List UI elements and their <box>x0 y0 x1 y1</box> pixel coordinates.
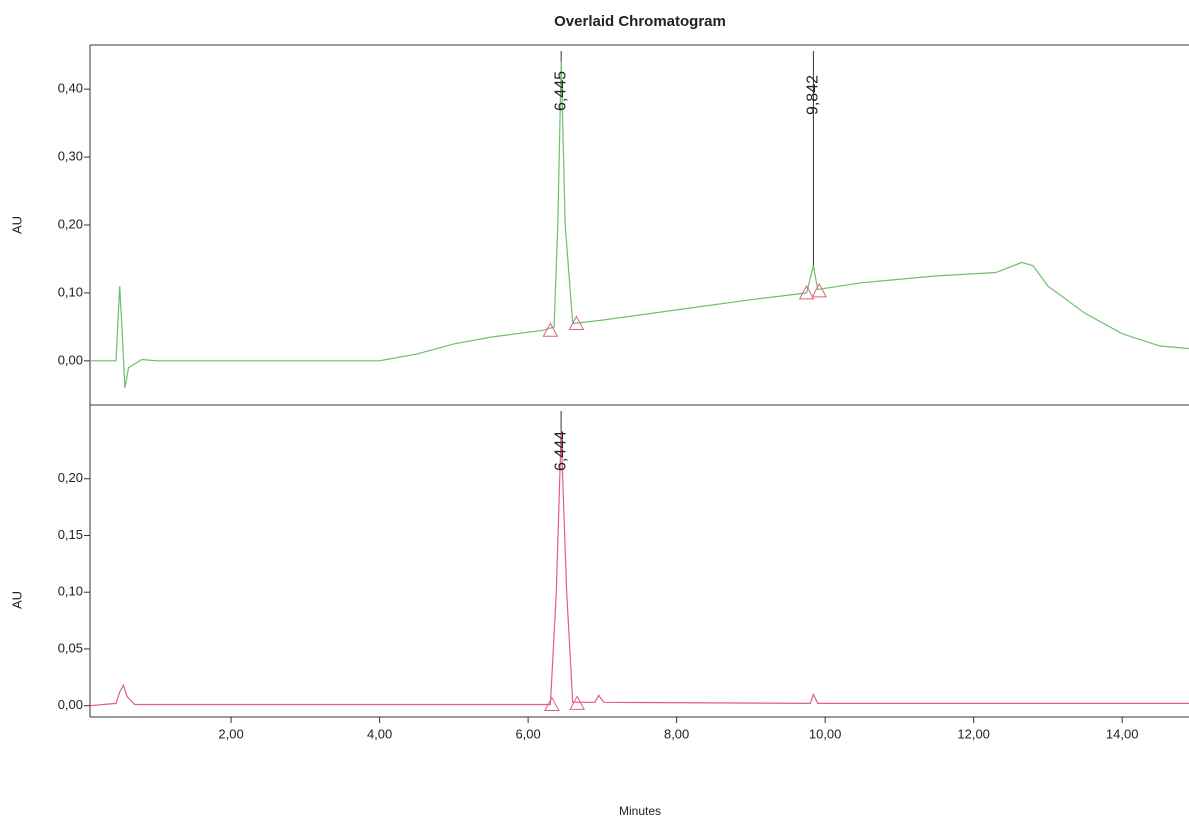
x-tick-label: 10,00 <box>809 726 842 741</box>
y-tick-label: 0,20 <box>58 470 83 485</box>
chart-title: Overlaid Chromatogram <box>554 13 726 30</box>
baseline-marker <box>568 315 585 330</box>
peak-label: 6,444 <box>552 431 569 471</box>
peak-label: 6,445 <box>552 71 569 111</box>
trace <box>89 433 1189 707</box>
baseline-marker <box>811 282 828 298</box>
y-tick-label: 0,15 <box>58 527 83 542</box>
baseline-marker <box>798 284 815 300</box>
x-tick-label: 6,00 <box>515 726 540 741</box>
y-tick-label: 0,40 <box>58 81 83 96</box>
x-axis-label: Minutes <box>619 804 661 818</box>
y-tick-label: 0,10 <box>58 584 83 599</box>
x-tick-label: 2,00 <box>218 726 243 741</box>
trace <box>90 61 1189 389</box>
y-axis-label: AU <box>9 216 24 234</box>
y-axis-label: AU <box>9 591 24 609</box>
x-tick-label: 14,00 <box>1106 726 1139 741</box>
peak-label: 9,842 <box>805 75 822 115</box>
y-tick-label: 0,00 <box>58 697 83 712</box>
x-tick-label: 4,00 <box>367 726 392 741</box>
x-tick-label: 12,00 <box>957 726 990 741</box>
x-tick-label: 8,00 <box>664 726 689 741</box>
y-tick-label: 0,30 <box>58 149 83 164</box>
y-tick-label: 0,00 <box>58 352 83 367</box>
baseline-marker <box>569 695 585 710</box>
baseline-marker <box>544 696 560 712</box>
y-tick-label: 0,05 <box>58 640 83 655</box>
y-tick-label: 0,20 <box>58 216 83 231</box>
baseline-marker <box>542 322 559 337</box>
y-tick-label: 0,10 <box>58 284 83 299</box>
